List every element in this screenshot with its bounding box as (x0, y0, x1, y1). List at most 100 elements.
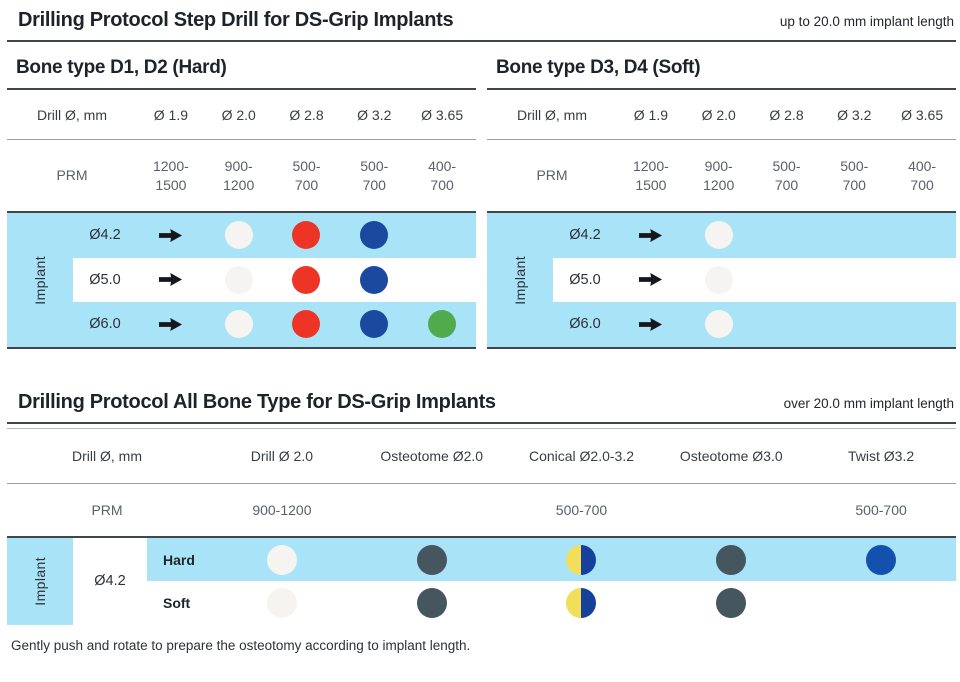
all-bone-table: Drill Ø, mm Drill Ø 2.0 Osteotome Ø2.0 Coni… (7, 427, 956, 625)
dot-green (428, 310, 457, 339)
prm-value: 500-700 (855, 501, 907, 518)
bone-type-label: Hard (163, 551, 195, 568)
drill-step-cell (656, 588, 806, 619)
implant-row: Ø6.0 (553, 302, 956, 347)
implant-strip: Implant (7, 537, 73, 625)
implant-row: Ø4.2 (553, 213, 956, 258)
bone-type-label: Soft (163, 595, 191, 612)
prm-value: 400- 700 (428, 157, 457, 193)
bone-row: Soft (147, 581, 956, 625)
page-title: Drilling Protocol Step Drill for DS-Grip… (18, 9, 454, 31)
dot-twist (866, 544, 897, 575)
drill-step-cell (685, 221, 753, 250)
prm-value: 900-1200 (252, 501, 312, 518)
dot-gray (716, 588, 747, 619)
tool-name: Twist Ø3.2 (848, 447, 915, 464)
prm-label: PRM (56, 167, 88, 183)
dot-white (704, 265, 733, 294)
step-table-hard: Bone type D1, D2 (Hard) Drill Ø, mm Ø 1.9… (7, 45, 476, 349)
drill-step-cell (205, 265, 273, 294)
dot-gray (416, 544, 447, 575)
all-bone-length-note: over 20.0 mm implant length (783, 395, 954, 411)
drill-step-cell (685, 265, 753, 294)
tool-name: Drill Ø 2.0 (250, 447, 314, 464)
drill-step-cell (656, 544, 806, 575)
drill-step-cell (340, 221, 408, 250)
drill-step-cell (207, 544, 357, 575)
footnote: Gently push and rotate to prepare the os… (11, 637, 471, 653)
prm-value: 500- 700 (292, 157, 321, 193)
implant-size: Ø4.2 (569, 227, 601, 244)
prm-value: 400- 700 (908, 157, 937, 193)
implant-rows: Ø4.2 Ø5.0 Ø6.0 (73, 213, 476, 347)
drill-size: Ø 2.0 (221, 106, 256, 123)
implant-body: Implant Ø4.2 Ø5.0 Ø6.0 (7, 213, 476, 349)
drill-step-cell (207, 588, 357, 619)
drilling-protocol-page: Drilling Protocol Step Drill for DS-Grip… (7, 9, 956, 653)
prm-value: 1200- 1500 (152, 157, 189, 193)
dot-red (292, 221, 321, 250)
drill-size: Ø 1.9 (633, 106, 669, 123)
implant-size: Ø5.0 (89, 271, 121, 288)
drill-step-cell (205, 221, 273, 250)
drill-step-cell (273, 265, 341, 294)
dot-white (266, 544, 297, 575)
drill-diameter-label: Drill Ø, mm (517, 106, 587, 123)
drill-step-cell (806, 544, 956, 575)
tool-name: Osteotome Ø3.0 (679, 447, 783, 464)
all-bone-body: Implant Ø4.2 Hard Soft (7, 537, 956, 625)
prm-row: PRM 1200- 1500 900- 1200 500- 700 500- 700 40… (7, 140, 476, 213)
prm-value: 500- 700 (772, 157, 801, 193)
start-arrow-icon (137, 228, 205, 243)
right-arrow-icon (159, 228, 183, 242)
drill-diameter-label: Drill Ø, mm (37, 106, 107, 123)
drill-step-cell (357, 544, 507, 575)
bone-rows: Hard Soft (147, 537, 956, 625)
drill-step-cell (408, 310, 476, 339)
right-arrow-icon (639, 273, 663, 287)
start-arrow-icon (617, 228, 685, 243)
drill-step-cell (507, 588, 657, 619)
drill-size: Ø 3.2 (837, 106, 872, 123)
implant-length-note: up to 20.0 mm implant length (779, 14, 954, 29)
drill-size: Ø 2.8 (769, 106, 804, 123)
drill-size: Ø 1.9 (153, 106, 189, 123)
drill-header-row: Drill Ø, mm Ø 1.9 Ø 2.0 Ø 2.8 Ø 3.2 Ø 3.65 (7, 90, 476, 140)
drill-size: Ø 3.65 (421, 106, 464, 123)
start-arrow-icon (617, 272, 685, 287)
drill-diameter-label: Drill Ø, mm (72, 447, 142, 464)
prm-value: 500- 700 (360, 157, 389, 193)
dot-red (292, 265, 321, 294)
dot-white (224, 310, 253, 339)
dot-blue (360, 310, 389, 339)
prm-value: 1200- 1500 (632, 157, 669, 193)
dot-red (292, 310, 321, 339)
drill-step-cell (273, 221, 341, 250)
start-arrow-icon (137, 272, 205, 287)
all-bone-section-header: Drilling Protocol All Bone Type for DS-G… (7, 391, 956, 424)
implant-size: Ø6.0 (569, 316, 601, 333)
drill-step-cell (507, 544, 657, 575)
drill-step-cell (205, 310, 273, 339)
dot-half (566, 544, 597, 575)
prm-value: 500- 700 (840, 157, 869, 193)
prm-row: PRM 1200- 1500 900- 1200 500- 700 500- 700 40… (487, 140, 956, 213)
implant-size: Ø6.0 (89, 316, 121, 333)
prm-label: PRM (536, 167, 568, 183)
prm-value: 500-700 (555, 501, 608, 518)
dot-blue (360, 265, 389, 294)
table-subtitle: Bone type D3, D4 (Soft) (487, 45, 956, 90)
drill-step-cell (340, 310, 408, 339)
step-section-header: Drilling Protocol Step Drill for DS-Grip… (7, 9, 956, 42)
drill-step-cell (340, 265, 408, 294)
dot-white (224, 265, 253, 294)
right-arrow-icon (639, 317, 663, 331)
start-arrow-icon (137, 317, 205, 332)
bone-row: Hard (147, 537, 956, 582)
implant-strip-label: Implant (32, 255, 48, 305)
prm-value: 900- 1200 (703, 157, 735, 193)
right-arrow-icon (159, 273, 183, 287)
implant-row: Ø4.2 (73, 213, 476, 258)
dot-white (224, 221, 253, 250)
tool-header-row: Drill Ø, mm Drill Ø 2.0 Osteotome Ø2.0 Coni… (7, 429, 956, 484)
